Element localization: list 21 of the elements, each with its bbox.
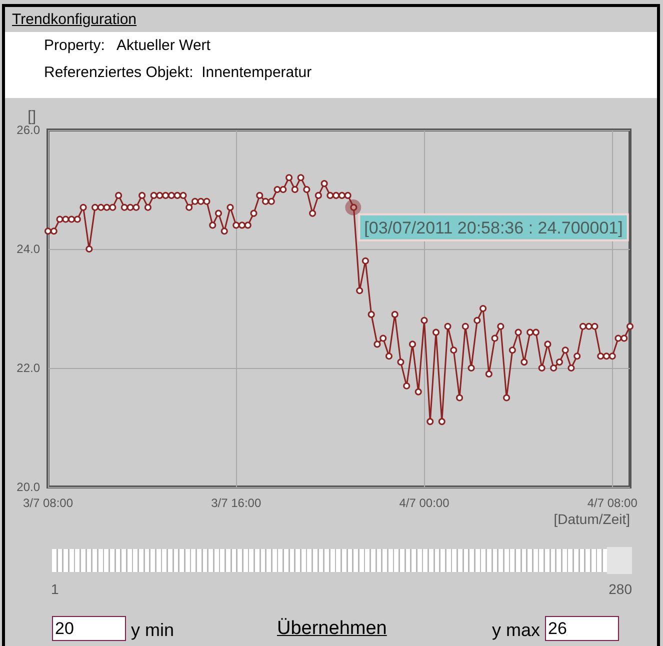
y-tick-label: 20.0 bbox=[16, 480, 40, 494]
x-axis-title: [Datum/Zeit] bbox=[554, 511, 630, 527]
text: Referenziertes Objekt: Innentemperatur bbox=[44, 64, 312, 81]
text-input: 20 bbox=[52, 616, 126, 641]
text: 280 bbox=[608, 581, 632, 597]
text: 1 bbox=[51, 581, 59, 597]
text-input: 26 bbox=[545, 616, 619, 641]
text: y max bbox=[492, 620, 540, 641]
x-tick-label: 3/7 08:00 bbox=[22, 496, 74, 510]
y-tick-label: 26.0 bbox=[16, 123, 40, 137]
y-axis-title: [] bbox=[28, 108, 36, 125]
annotation: [03/07/2011 20:58:36 : 24.700001] bbox=[364, 218, 623, 238]
y-tick-label: 24.0 bbox=[16, 242, 40, 256]
chart-title: Trendkonfiguration bbox=[12, 11, 137, 28]
text: Übernehmen bbox=[277, 618, 387, 640]
x-tick-label: 3/7 16:00 bbox=[211, 496, 262, 510]
y-tick-label: 22.0 bbox=[16, 361, 40, 375]
x-tick-label: 4/7 00:00 bbox=[399, 496, 450, 510]
text: Property: Aktueller Wert bbox=[44, 37, 210, 54]
x-tick-label: 4/7 08:00 bbox=[587, 496, 638, 510]
text: y min bbox=[131, 620, 174, 641]
